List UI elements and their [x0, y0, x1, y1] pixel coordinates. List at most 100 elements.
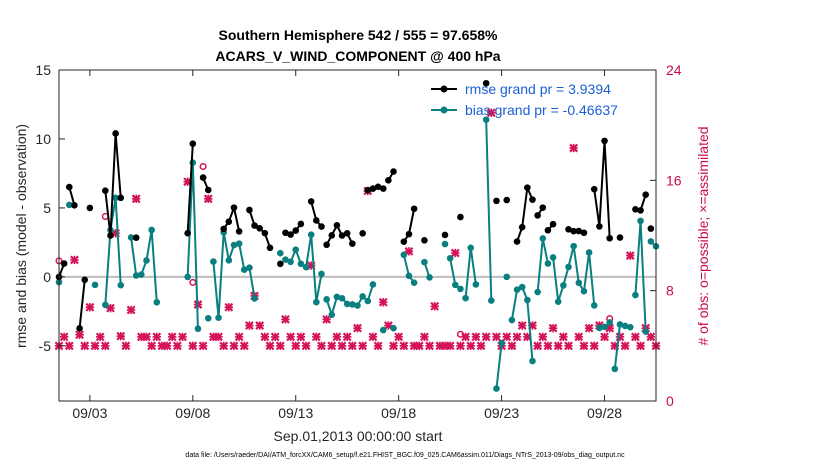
obs-assimilated-point — [620, 341, 630, 351]
rmse-series-point — [601, 137, 608, 145]
bias-series-point — [462, 294, 469, 302]
rmse-series-point — [112, 130, 119, 137]
obs-possible-point — [456, 330, 464, 338]
bias-series-point — [626, 323, 634, 331]
rmse-series-point — [518, 223, 526, 231]
plot-content — [54, 79, 661, 392]
rmse-series-point — [524, 184, 531, 191]
chart-title-line1: Southern Hemisphere 542 / 555 = 97.658% — [219, 27, 499, 43]
y-axis-left-label: rmse and bias (model - observation) — [13, 124, 29, 348]
obs-assimilated-point — [445, 341, 455, 351]
obs-assimilated-point — [85, 302, 95, 312]
rmse-series-point — [261, 229, 269, 237]
axes-box — [58, 69, 657, 402]
rmse-series-point — [117, 194, 125, 202]
rmse-series-point — [606, 234, 613, 242]
obs-assimilated-point — [636, 341, 645, 351]
rmse-series-point — [277, 260, 284, 268]
bias-series-point — [621, 322, 629, 330]
obs-assimilated-point — [543, 341, 553, 351]
bias-series-point — [132, 272, 140, 279]
obs-assimilated-point — [239, 341, 249, 351]
obs-assimilated-point — [265, 341, 275, 351]
legend-rmse-marker — [440, 85, 448, 93]
bias-series-point — [426, 274, 433, 281]
bias-series-point — [590, 302, 598, 309]
bias-series-point — [230, 241, 238, 249]
rmse-series-point — [292, 227, 300, 234]
obs-assimilated-point — [394, 332, 404, 342]
obs-assimilated-series — [54, 108, 661, 351]
rmse-series-point — [405, 230, 413, 238]
bias-series-point — [251, 295, 258, 302]
rmse-series-point — [580, 229, 588, 237]
bias-series-point — [246, 264, 253, 271]
obs-assimilated-point — [260, 332, 270, 342]
bias-series-point — [575, 279, 583, 287]
bias-series-point — [318, 270, 325, 278]
bias-series-point — [313, 298, 320, 306]
bias-series-point — [215, 314, 222, 321]
bias-series-point — [544, 260, 552, 267]
obs-assimilated-point — [342, 332, 352, 342]
bias-series-line — [140, 228, 158, 303]
obs-assimilated-point — [255, 321, 265, 330]
bias-series-point — [632, 291, 639, 299]
y-tick-label-right: 24 — [666, 62, 682, 78]
obs-assimilated-point — [332, 332, 342, 342]
rmse-series-point — [364, 186, 372, 194]
obs-assimilated-point — [533, 341, 543, 351]
rmse-series-point — [86, 204, 94, 212]
obs-assimilated-point — [126, 305, 136, 315]
bias-series-point — [307, 231, 315, 238]
rmse-series-point — [246, 206, 253, 214]
obs-assimilated-point — [270, 332, 280, 342]
x-axis: 09/03 09/08 09/13 09/18 09/23 09/28 — [72, 70, 622, 421]
obs-assimilated-point — [116, 331, 126, 341]
bias-series-point — [184, 273, 191, 281]
obs-assimilated-point — [389, 341, 398, 351]
bias-series-point — [204, 314, 212, 322]
obs-assimilated-point — [600, 332, 609, 342]
obs-assimilated-point — [172, 341, 182, 351]
obs-assimilated-point — [90, 341, 100, 351]
rmse-series-point — [400, 238, 408, 246]
bias-series-point — [405, 272, 413, 280]
bias-series-point — [410, 279, 418, 286]
bias-series-point — [225, 257, 233, 264]
x-tick-label: 09/08 — [175, 405, 210, 421]
bias-series-point — [235, 240, 243, 247]
bias-series-point — [518, 283, 526, 291]
bias-series-point — [102, 301, 109, 309]
bias-series-point — [565, 263, 572, 271]
rmse-series-point — [102, 187, 109, 194]
obs-assimilated-point — [512, 332, 522, 342]
bias-series-point — [354, 302, 361, 309]
obs-assimilated-point — [337, 341, 347, 351]
bias-series-point — [467, 244, 475, 252]
rmse-series-point — [199, 174, 207, 181]
y-axis-right-label: # of obs: o=possible; ×=assimilated — [695, 126, 711, 345]
obs-assimilated-point — [301, 341, 311, 351]
bias-series-point — [606, 319, 613, 326]
bias-series-line — [305, 233, 323, 304]
bias-series-point — [524, 296, 531, 304]
obs-assimilated-point — [152, 332, 162, 342]
obs-assimilated-point — [162, 341, 172, 351]
bias-series-point — [292, 246, 300, 254]
rmse-series-point — [570, 227, 577, 235]
rmse-series-point — [539, 204, 547, 211]
obs-assimilated-point — [450, 248, 460, 258]
bias-series-point — [210, 258, 217, 265]
rmse-series-point — [441, 231, 449, 239]
obs-assimilated-point — [311, 332, 321, 342]
rmse-series-point — [313, 217, 320, 224]
obs-assimilated-point — [569, 143, 579, 153]
obs-assimilated-point — [121, 341, 131, 351]
bias-series-point — [513, 286, 521, 294]
rmse-series-point — [189, 140, 197, 147]
footer-data-file: data file: /Users/raeder/DAI/ATM_forcXX/… — [185, 452, 625, 459]
rmse-series-line — [78, 279, 86, 329]
bias-series-point — [148, 226, 155, 234]
